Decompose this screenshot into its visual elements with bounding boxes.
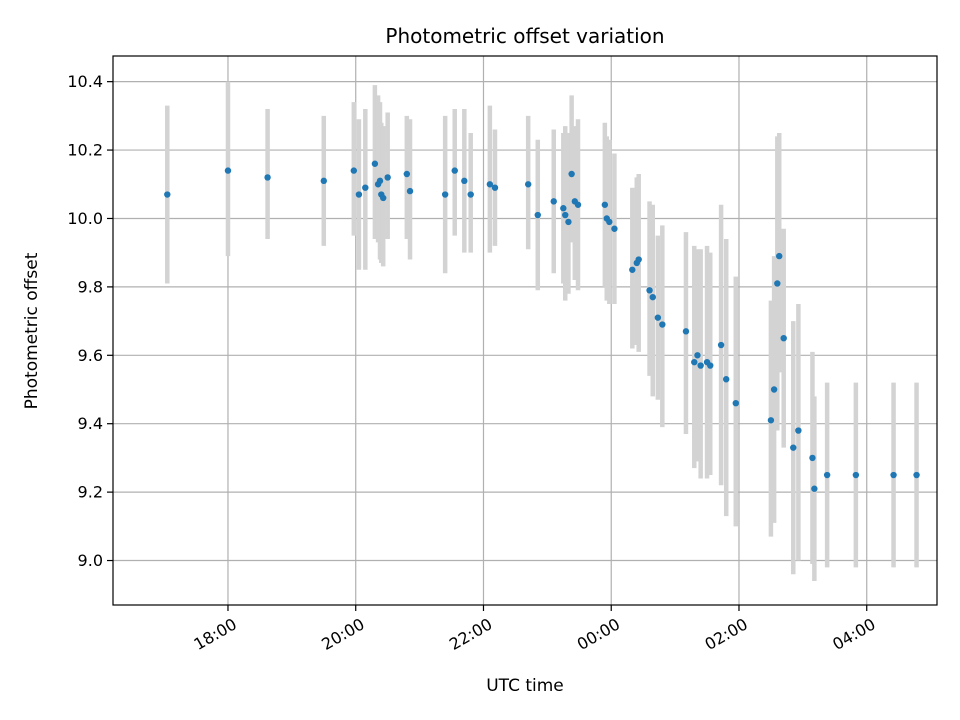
data-point	[780, 334, 787, 342]
plot-frame	[112, 55, 938, 606]
data-point	[565, 218, 572, 226]
y-tick-label: 9.0	[78, 551, 103, 570]
y-tick-label: 9.6	[78, 346, 103, 365]
data-point	[649, 293, 656, 301]
data-point	[574, 201, 582, 208]
data-point	[164, 191, 171, 198]
y-tick-label: 9.4	[78, 414, 103, 433]
data-point	[629, 266, 636, 273]
data-point	[371, 160, 379, 167]
data-point	[890, 471, 897, 479]
y-tick-label: 10.0	[67, 209, 103, 228]
data-points	[164, 160, 920, 492]
data-point	[534, 211, 541, 219]
chart-title: Photometric offset variation	[385, 24, 664, 48]
data-point	[717, 341, 725, 349]
data-point	[795, 427, 802, 434]
y-tick-label: 10.2	[67, 141, 103, 160]
data-point	[406, 187, 414, 195]
data-point	[568, 170, 575, 178]
data-point	[376, 177, 384, 185]
data-point	[379, 194, 387, 202]
data-point	[723, 376, 730, 383]
data-point	[560, 205, 567, 212]
data-point	[654, 314, 662, 321]
data-point	[350, 167, 358, 174]
data-point	[697, 362, 704, 369]
data-point	[823, 471, 831, 479]
x-axis-label: UTC time	[486, 676, 564, 696]
y-tick-label: 9.2	[78, 483, 103, 502]
data-point	[403, 170, 411, 178]
data-point	[682, 328, 690, 335]
data-point	[562, 211, 569, 219]
data-point	[601, 201, 609, 208]
data-point	[384, 174, 391, 181]
data-point	[491, 184, 499, 191]
data-point	[732, 399, 739, 407]
data-point	[461, 177, 468, 185]
data-point	[362, 184, 369, 191]
data-point	[355, 191, 363, 198]
data-point	[467, 191, 474, 198]
y-tick-label: 9.8	[78, 277, 103, 296]
data-point	[550, 198, 557, 205]
data-point	[486, 181, 494, 188]
data-point	[770, 386, 778, 393]
data-point	[264, 174, 271, 181]
data-point	[635, 256, 642, 263]
data-point	[320, 177, 327, 185]
y-axis-label: Photometric offset	[22, 252, 42, 409]
data-point	[774, 280, 781, 287]
data-point	[451, 167, 458, 174]
data-point	[767, 417, 775, 424]
data-point	[611, 225, 618, 232]
data-point	[606, 218, 613, 226]
data-point	[691, 358, 698, 366]
data-point	[659, 321, 666, 328]
data-point	[441, 191, 449, 198]
data-point	[646, 287, 653, 294]
y-tick-label: 10.4	[67, 72, 103, 91]
data-point	[694, 352, 701, 359]
data-point	[790, 444, 797, 451]
data-point	[809, 454, 816, 462]
data-point	[707, 362, 714, 369]
data-point	[776, 252, 783, 260]
data-point	[524, 181, 532, 188]
data-point	[852, 471, 860, 479]
data-point	[811, 485, 818, 492]
data-point	[224, 167, 232, 174]
data-point	[913, 471, 920, 479]
